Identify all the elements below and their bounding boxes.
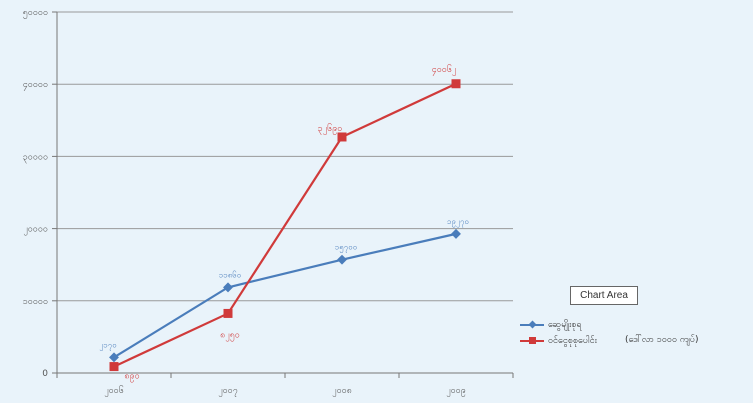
x-tick-label: ၂၀၀၇ [218, 386, 238, 397]
legend-item-series-2[interactable]: ဝင်ငွေစုစုပေါင်း [520, 334, 597, 348]
y-tick-label: 0 [42, 369, 48, 379]
legend-item-series-1[interactable]: ဆွေမျိုးစုရ [520, 318, 582, 332]
legend-line-icon [520, 336, 544, 346]
data-label: ၈၂၅၀ [220, 330, 240, 341]
data-label: ၂၁၇၀ [99, 340, 116, 351]
data-label: ၁၁၈၆၀ [219, 269, 242, 279]
series-line [113, 82, 457, 368]
series-line [113, 232, 457, 359]
data-label: ၁၅၇၀၀ [335, 243, 358, 254]
unit-note: (ဒေါ်လာ ၁၀၀၀ ကျပ်) [625, 335, 699, 345]
data-point [223, 282, 233, 293]
data-label: ၄၀၀၆၂ [432, 64, 457, 76]
data-point [451, 228, 461, 239]
data-point [109, 362, 119, 372]
legend-label: ဝင်ငွေစုစုပေါင်း [548, 335, 597, 346]
legend-line-icon [520, 320, 544, 330]
data-point [451, 79, 461, 89]
chart-area-tooltip: Chart Area [570, 286, 638, 305]
y-tick-label: ၃၀၀၀၀ [23, 152, 48, 163]
x-tick-label: ၂၀၀၆ [104, 385, 124, 397]
data-label: ၈၉၀ [124, 372, 139, 383]
y-tick-label: ၂၀၀၀၀ [23, 225, 48, 236]
y-tick-label: ၄၀၀၀၀ [23, 80, 48, 91]
y-tick-label: ၅၀၀၀၀ [23, 8, 48, 19]
data-point [337, 132, 347, 142]
data-point [223, 308, 233, 318]
x-tick-label: ၂၀၀၉ [446, 386, 466, 397]
data-label: ၁၉၂၇၀ [447, 217, 469, 228]
data-point [109, 352, 119, 363]
data-label: ၃၂၆၉၀ [318, 123, 343, 135]
legend-label: ဆွေမျိုးစုရ [548, 319, 582, 330]
x-tick-label: ၂၀၀၈ [332, 386, 352, 397]
y-tick-label: ၁၀၀၀၀ [23, 297, 48, 307]
data-point [337, 254, 347, 265]
